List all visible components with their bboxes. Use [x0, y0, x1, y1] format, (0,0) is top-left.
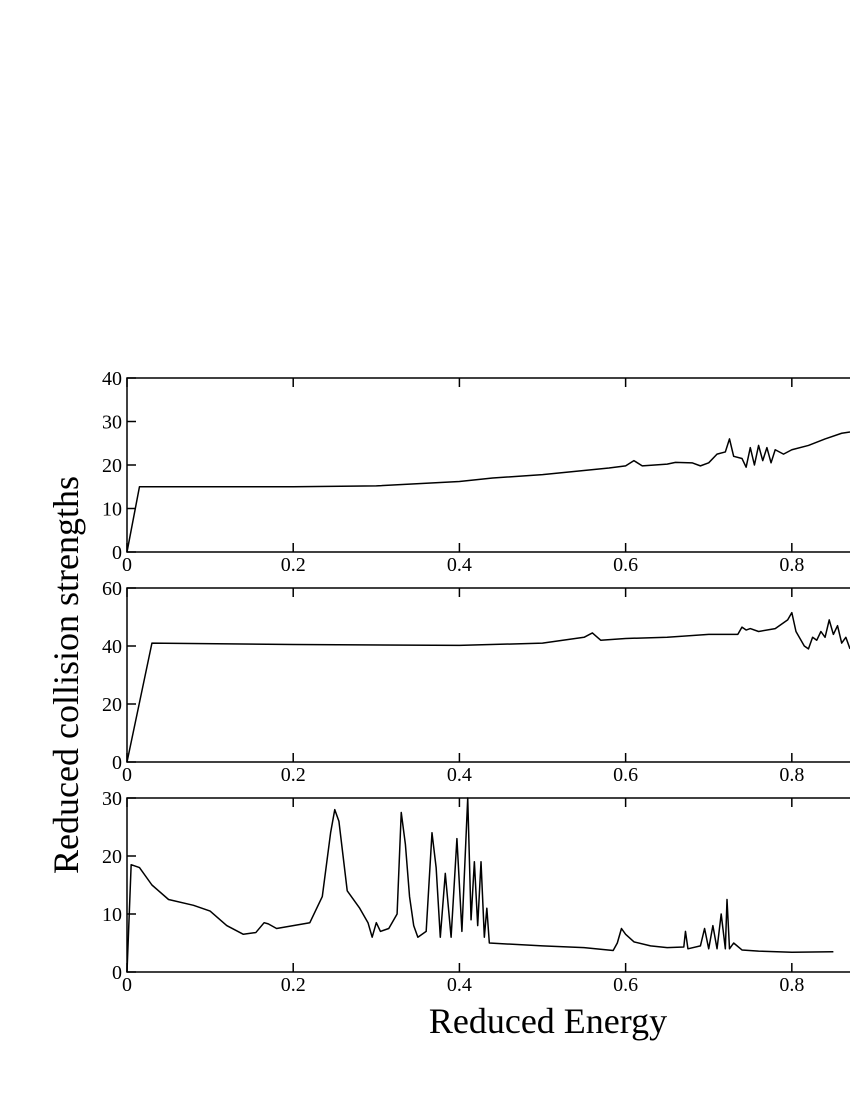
x-axis-label: Reduced Energy	[429, 1001, 667, 1041]
x-tick-label: 0	[122, 974, 132, 996]
y-tick-label: 20	[102, 846, 122, 868]
y-tick-label: 40	[102, 368, 122, 390]
data-line	[126, 431, 850, 553]
y-tick-label: 40	[102, 636, 122, 658]
y-tick-label: 20	[102, 694, 122, 716]
x-tick-label: 0.8	[779, 554, 804, 576]
axis-frame	[126, 797, 850, 973]
x-tick-label: 0.2	[281, 554, 306, 576]
y-tick-label: 0	[112, 752, 122, 774]
x-tick-label: 0	[122, 764, 132, 786]
y-tick-label: 30	[102, 788, 122, 810]
data-line	[126, 611, 850, 763]
x-tick-label: 0.4	[447, 764, 472, 786]
x-tick-label: 0	[122, 554, 132, 576]
axis-frame	[126, 377, 850, 553]
x-tick-label: 0.4	[447, 974, 472, 996]
y-tick-label: 10	[102, 499, 122, 521]
y-tick-label: 0	[112, 962, 122, 984]
x-tick-label: 0.8	[779, 764, 804, 786]
y-tick-label: 30	[102, 412, 122, 434]
y-tick-label: 20	[102, 455, 122, 477]
y-axis-label: Reduced collision strengths	[46, 476, 86, 874]
y-tick-label: 0	[112, 542, 122, 564]
x-tick-label: 0.2	[281, 974, 306, 996]
x-tick-label: 0.6	[613, 554, 638, 576]
x-tick-label: 0.8	[779, 974, 804, 996]
x-tick-label: 0.6	[613, 974, 638, 996]
axis-frame	[126, 587, 850, 763]
y-tick-label: 10	[102, 904, 122, 926]
x-tick-label: 0.4	[447, 554, 472, 576]
data-line	[126, 797, 834, 973]
y-tick-label: 60	[102, 578, 122, 600]
x-tick-label: 0.6	[613, 764, 638, 786]
x-tick-label: 0.2	[281, 764, 306, 786]
